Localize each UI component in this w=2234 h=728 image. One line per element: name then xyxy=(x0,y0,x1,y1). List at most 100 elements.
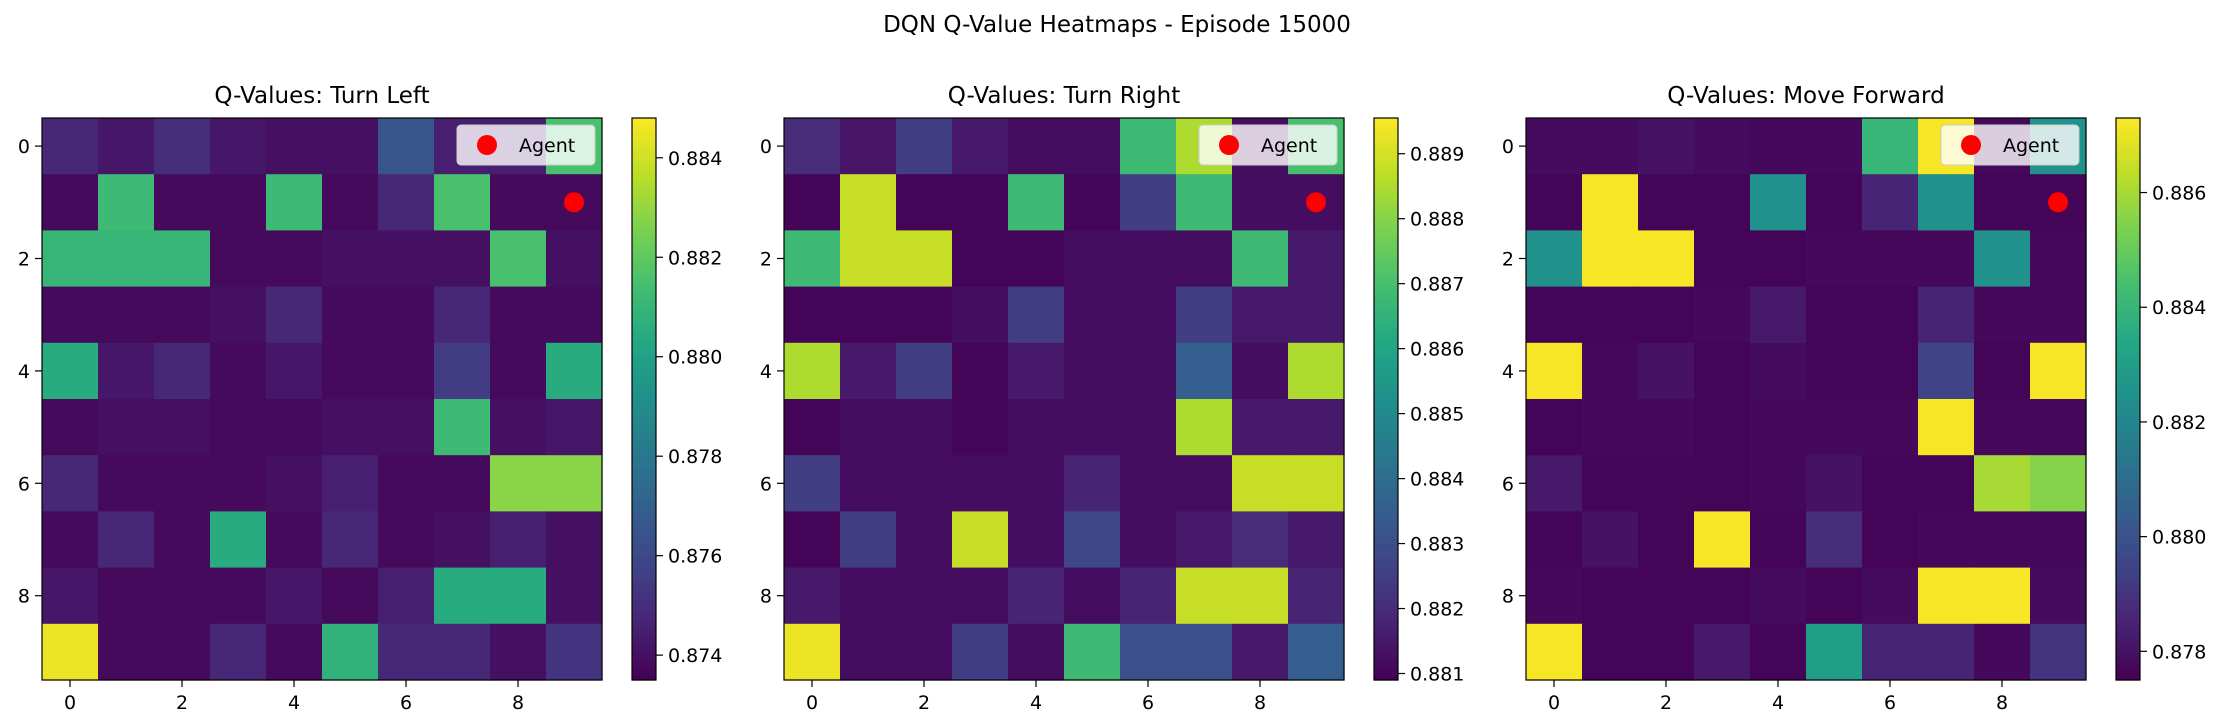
heatmap-cell xyxy=(952,230,1009,288)
heatmap-cell xyxy=(1638,623,1695,681)
heatmap-cell xyxy=(840,399,897,456)
colorbar-segment xyxy=(2116,572,2140,578)
colorbar-segment xyxy=(2116,450,2140,456)
heatmap-cell xyxy=(378,342,435,400)
heatmap-cell xyxy=(952,567,1009,625)
heatmap-cell xyxy=(952,118,1009,175)
heatmap-cell xyxy=(896,623,953,681)
heatmap-cell xyxy=(1638,286,1695,344)
colorbar-segment xyxy=(2116,324,2140,330)
colorbar-segment xyxy=(1374,459,1398,466)
colorbar-segment xyxy=(632,591,656,597)
legend-agent-marker xyxy=(1961,135,1981,155)
colorbar-segment xyxy=(2116,136,2140,143)
legend-agent-marker xyxy=(1219,135,1239,155)
colorbar-segment xyxy=(2116,623,2140,630)
heatmap-cell xyxy=(1176,399,1233,456)
colorbar-tick-label: 0.887 xyxy=(1410,274,1464,296)
heatmap-cell xyxy=(490,286,547,344)
colorbar-segment xyxy=(2116,408,2140,414)
colorbar-segment xyxy=(1374,380,1398,386)
colorbar-tick-label: 0.883 xyxy=(1410,534,1464,556)
colorbar-segment xyxy=(632,305,656,311)
heatmap-cell xyxy=(1008,342,1065,400)
heatmap-cell xyxy=(1288,511,1345,569)
colorbar-tick-label: 0.874 xyxy=(668,645,722,667)
colorbar-segment xyxy=(1374,553,1398,559)
colorbar-segment xyxy=(1374,267,1398,274)
colorbar-segment xyxy=(1374,216,1398,222)
colorbar-segment xyxy=(1374,118,1398,124)
colorbar-segment xyxy=(632,122,656,128)
colorbar-segment xyxy=(1374,492,1398,498)
heatmap-cell xyxy=(98,623,155,681)
colorbar-segment xyxy=(2116,253,2140,260)
colorbar-segment xyxy=(2116,183,2140,189)
colorbar-segment xyxy=(1374,469,1398,475)
colorbar-segment xyxy=(1374,581,1398,587)
heatmap-cell xyxy=(1694,230,1751,288)
heatmap-cell xyxy=(98,455,155,512)
colorbar-segment xyxy=(1374,225,1398,231)
heatmap-cell xyxy=(1638,118,1695,175)
heatmap-panel: Q-Values: Turn Right 0 2 4 6 8 0 2 4 6 8 Agent 0.881… xyxy=(760,83,1465,714)
colorbar-segment xyxy=(2116,581,2140,587)
heatmap-cell xyxy=(434,230,491,288)
colorbar-segment xyxy=(1374,239,1398,246)
y-tick-label: 2 xyxy=(18,249,30,271)
colorbar-segment xyxy=(1374,619,1398,625)
heatmap-cell xyxy=(266,399,323,456)
heatmap-cell xyxy=(490,230,547,288)
heatmap-cell xyxy=(1750,399,1807,456)
colorbar-segment xyxy=(1374,141,1398,147)
heatmap-cell xyxy=(434,174,491,231)
colorbar-segment xyxy=(1374,183,1398,189)
legend-box xyxy=(1198,124,1338,166)
heatmap-cell xyxy=(1918,511,1975,569)
colorbar-segment xyxy=(632,375,656,381)
heatmap-cell xyxy=(154,118,211,175)
colorbar-segment xyxy=(1374,614,1398,620)
colorbar-segment xyxy=(632,436,656,442)
colorbar-segment xyxy=(1374,314,1398,320)
colorbar-segment xyxy=(632,576,656,583)
heatmap-cell xyxy=(1176,286,1233,344)
heatmap-cell xyxy=(1232,286,1289,344)
colorbar-segment xyxy=(632,413,656,419)
colorbar-segment xyxy=(1374,450,1398,456)
colorbar-segment xyxy=(2116,609,2140,616)
colorbar-segment xyxy=(1374,665,1398,672)
colorbar-segment xyxy=(1374,244,1398,250)
heatmap-cell xyxy=(266,118,323,175)
heatmap-cell xyxy=(1806,399,1863,456)
colorbar-segment xyxy=(1374,310,1398,316)
heatmap-cell xyxy=(1694,174,1751,231)
colorbar-segment xyxy=(2116,169,2140,175)
heatmap-cell xyxy=(1120,455,1177,512)
colorbar-segment xyxy=(632,502,656,508)
panel-title: Q-Values: Turn Right xyxy=(948,83,1181,109)
colorbar-segment xyxy=(1374,211,1398,217)
colorbar-segment xyxy=(1374,361,1398,367)
colorbar-segment xyxy=(632,637,656,644)
heatmap-cell xyxy=(1750,286,1807,344)
colorbar-segment xyxy=(632,263,656,269)
y-tick-label: 0 xyxy=(1502,136,1514,158)
heatmap-cell xyxy=(1974,342,2031,400)
colorbar-segment xyxy=(2116,202,2140,208)
heatmap-cell xyxy=(840,342,897,400)
x-tick-label: 0 xyxy=(64,692,76,714)
plot-frame xyxy=(41,117,603,681)
heatmap-cell xyxy=(1582,118,1639,175)
heatmap-cell xyxy=(1638,567,1695,625)
heatmap-cell xyxy=(1862,511,1919,569)
colorbar-segment xyxy=(2116,675,2140,681)
colorbar-segment xyxy=(2116,291,2140,297)
heatmap-cell xyxy=(784,455,841,512)
colorbar-segment xyxy=(2116,431,2140,438)
colorbar-segment xyxy=(1374,445,1398,452)
heatmap-cell xyxy=(1526,230,1583,288)
heatmap-cell xyxy=(1974,230,2031,288)
heatmap-cell xyxy=(784,342,841,400)
